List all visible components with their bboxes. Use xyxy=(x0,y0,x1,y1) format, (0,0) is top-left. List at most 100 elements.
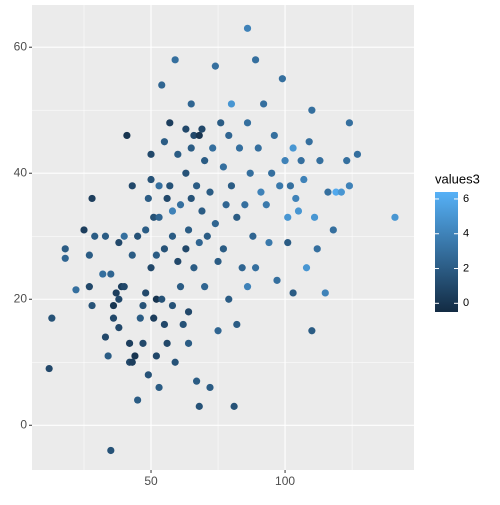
point xyxy=(176,283,185,291)
point xyxy=(134,232,142,240)
point xyxy=(179,320,187,329)
point xyxy=(61,245,69,253)
y-tick-label: 0 xyxy=(20,417,27,431)
point xyxy=(155,383,163,392)
point xyxy=(219,245,228,253)
point xyxy=(150,314,158,322)
point xyxy=(324,188,332,196)
point xyxy=(235,144,244,152)
point xyxy=(136,314,144,322)
point xyxy=(80,226,88,234)
point xyxy=(171,358,179,366)
point xyxy=(144,371,152,379)
point xyxy=(195,131,203,140)
point xyxy=(128,251,136,259)
point xyxy=(184,226,193,234)
point xyxy=(273,276,281,284)
point xyxy=(128,182,136,190)
point xyxy=(230,402,238,410)
point xyxy=(182,169,190,177)
point xyxy=(101,232,110,240)
point xyxy=(345,182,353,190)
point xyxy=(278,75,286,83)
point xyxy=(227,100,236,108)
point xyxy=(211,220,219,228)
point xyxy=(128,358,136,366)
point xyxy=(155,182,163,190)
point xyxy=(61,254,69,262)
point xyxy=(168,232,177,240)
point xyxy=(88,194,96,203)
point xyxy=(144,194,152,203)
point xyxy=(292,194,300,203)
point xyxy=(168,207,177,215)
point xyxy=(187,194,195,203)
point xyxy=(184,308,193,316)
point xyxy=(190,131,198,140)
point xyxy=(281,157,289,165)
point xyxy=(150,213,158,221)
colorbar-label: 4 xyxy=(463,228,469,240)
point xyxy=(163,194,171,203)
point xyxy=(308,327,316,335)
point xyxy=(284,238,292,247)
colorbar xyxy=(435,192,458,312)
point xyxy=(276,182,284,190)
point xyxy=(187,144,195,152)
point xyxy=(184,339,193,347)
point xyxy=(88,301,96,310)
x-tick-label: 50 xyxy=(144,474,158,488)
point xyxy=(190,264,198,272)
point xyxy=(182,245,190,253)
point xyxy=(125,339,134,347)
point xyxy=(353,150,362,158)
point xyxy=(115,295,123,303)
point xyxy=(209,144,217,152)
point xyxy=(171,56,179,64)
point xyxy=(192,377,201,385)
point xyxy=(214,257,222,266)
point xyxy=(101,333,110,341)
point xyxy=(206,188,214,196)
point xyxy=(131,352,139,360)
point xyxy=(270,131,278,140)
point xyxy=(176,201,185,209)
point xyxy=(345,119,353,127)
point xyxy=(310,213,319,221)
point xyxy=(305,138,313,146)
point xyxy=(227,182,236,190)
x-tick-label: 100 xyxy=(275,474,295,488)
point xyxy=(198,207,206,215)
colorbar-label: 2 xyxy=(463,262,469,274)
point xyxy=(294,207,303,215)
point xyxy=(109,314,118,322)
point xyxy=(313,245,321,253)
point xyxy=(115,238,123,247)
point xyxy=(45,364,53,373)
point xyxy=(120,283,128,291)
point xyxy=(85,283,93,291)
point xyxy=(195,402,203,410)
point xyxy=(147,175,155,184)
point xyxy=(155,213,163,221)
point xyxy=(222,201,230,209)
point xyxy=(214,327,222,335)
point xyxy=(238,264,246,272)
point xyxy=(192,182,201,190)
point xyxy=(109,301,118,310)
point xyxy=(152,251,160,259)
point xyxy=(289,144,297,152)
point xyxy=(206,383,214,392)
point xyxy=(243,24,252,32)
point xyxy=(107,270,115,278)
point xyxy=(249,232,257,240)
point xyxy=(195,238,203,247)
point xyxy=(246,169,254,177)
point xyxy=(201,283,209,291)
point xyxy=(112,289,120,297)
point xyxy=(302,264,311,272)
point xyxy=(219,163,228,171)
point xyxy=(233,320,241,329)
point xyxy=(289,289,297,297)
point xyxy=(243,283,252,291)
